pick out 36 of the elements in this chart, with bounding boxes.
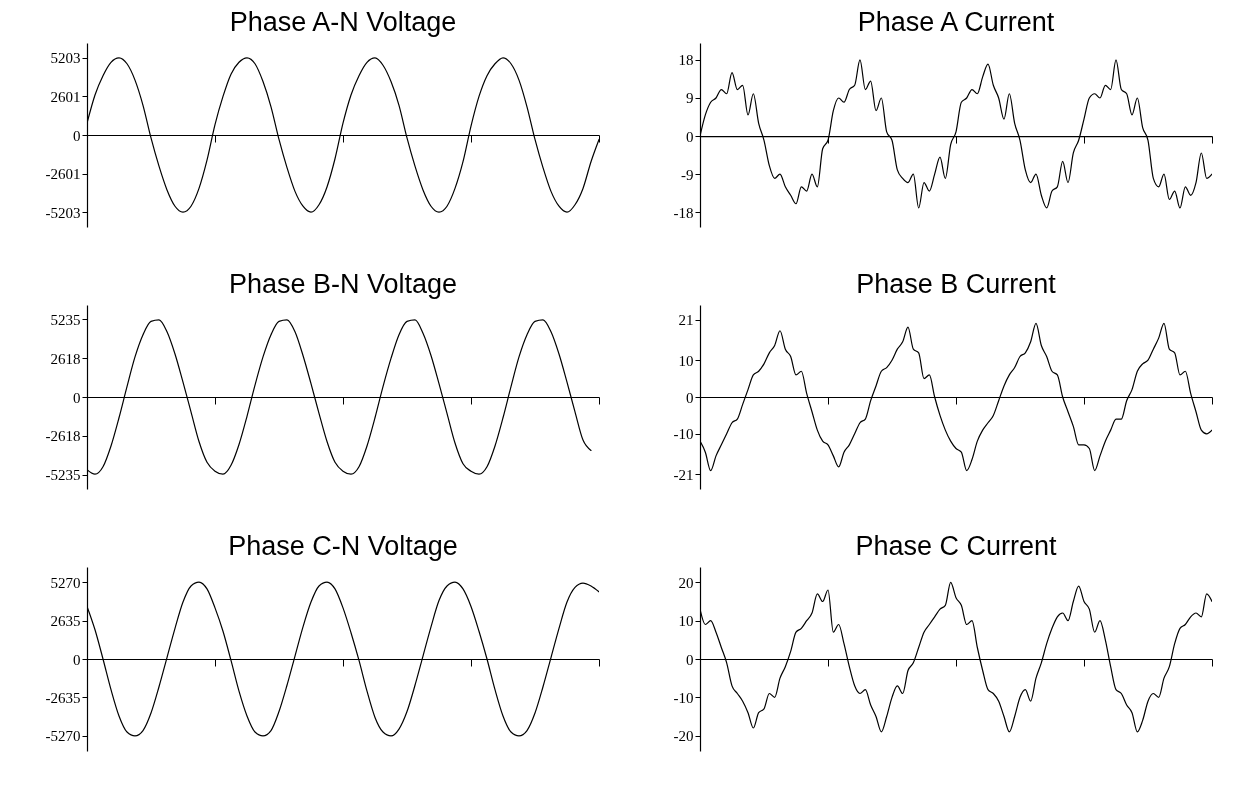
chart-title: Phase A Current xyxy=(857,7,1055,37)
y-tick-label: 20 xyxy=(678,574,694,591)
y-tick-label: -9 xyxy=(681,166,694,183)
y-tick-label: 21 xyxy=(678,312,694,329)
y-tick-label: 0 xyxy=(73,389,81,406)
y-tick-label: 2601 xyxy=(50,88,81,105)
chart-title: Phase B Current xyxy=(856,269,1057,299)
y-tick-label: -5235 xyxy=(45,467,81,484)
y-tick-label: 10 xyxy=(678,613,694,630)
chart-title: Phase C-N Voltage xyxy=(228,531,458,561)
y-tick-label: 2618 xyxy=(50,350,81,367)
y-tick-label: 0 xyxy=(686,651,694,668)
y-tick-label: -2601 xyxy=(45,166,81,183)
y-tick-label: 0 xyxy=(73,127,81,144)
y-tick-label: 9 xyxy=(686,90,694,107)
y-tick-label: 5270 xyxy=(50,574,81,591)
y-tick-label: 0 xyxy=(73,651,81,668)
y-tick-label: -20 xyxy=(673,728,694,745)
y-tick-label: 0 xyxy=(686,389,694,406)
y-tick-label: 5235 xyxy=(50,311,81,328)
y-tick-label: 0 xyxy=(686,128,694,145)
y-tick-label: -2635 xyxy=(45,689,81,706)
y-tick-label: -5270 xyxy=(45,728,81,745)
y-tick-label: -18 xyxy=(673,204,694,221)
y-tick-label: 5203 xyxy=(50,50,81,67)
y-tick-label: -2618 xyxy=(45,428,81,445)
y-tick-label: 10 xyxy=(678,352,694,369)
y-tick-label: -5203 xyxy=(45,204,81,221)
y-tick-label: -21 xyxy=(673,466,694,483)
y-tick-label: -10 xyxy=(673,426,694,443)
chart-title: Phase A-N Voltage xyxy=(229,7,457,37)
chart-title: Phase B-N Voltage xyxy=(228,269,458,299)
y-tick-label: 2635 xyxy=(50,613,81,630)
y-tick-label: -10 xyxy=(673,689,694,706)
y-tick-label: 18 xyxy=(678,52,694,69)
chart-title: Phase C Current xyxy=(855,531,1058,561)
